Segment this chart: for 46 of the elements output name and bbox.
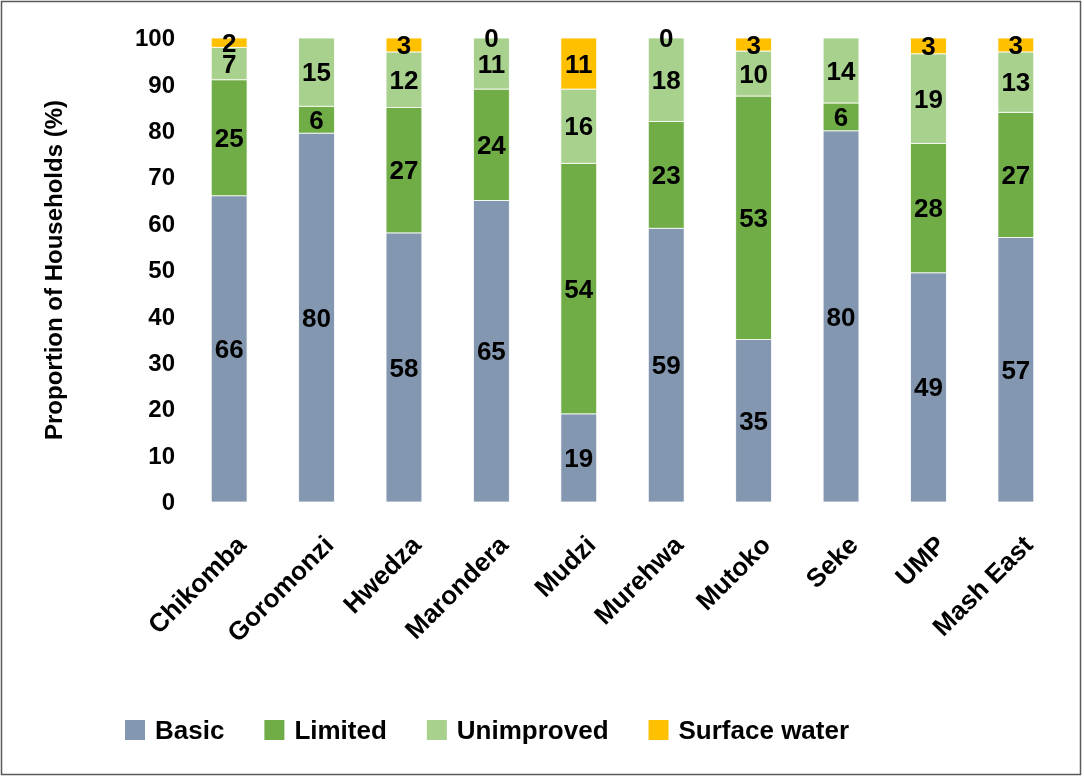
data-label: 6	[309, 104, 324, 135]
y-tick-label: 20	[148, 395, 175, 423]
data-label: 24	[476, 129, 507, 160]
y-tick-label: 40	[148, 302, 175, 330]
legend-label: Unimproved	[456, 715, 609, 746]
y-tick-label: 30	[148, 348, 175, 376]
data-label: 19	[564, 443, 594, 474]
data-label: 59	[651, 350, 681, 381]
data-label: 58	[389, 352, 419, 383]
data-label: 53	[739, 202, 769, 233]
y-tick-label: 70	[148, 163, 175, 191]
data-label: 14	[826, 55, 857, 86]
data-label: 25	[214, 122, 244, 153]
data-label: 57	[1001, 354, 1031, 385]
data-label: 65	[476, 336, 506, 367]
data-label: 10	[739, 58, 769, 89]
y-tick-label: 0	[161, 488, 175, 516]
y-tick-label: 10	[148, 441, 175, 469]
data-label: 28	[913, 193, 943, 224]
data-label: 12	[389, 64, 419, 95]
y-tick-label: 80	[148, 116, 175, 144]
data-label: 0	[658, 23, 674, 54]
data-label: 66	[214, 333, 244, 364]
data-label: 16	[564, 111, 594, 142]
legend-label: Basic	[155, 715, 225, 746]
y-tick-label: 50	[148, 256, 175, 284]
data-label: 27	[389, 155, 419, 186]
data-label: 19	[913, 83, 943, 114]
y-tick-label: 60	[148, 209, 175, 237]
data-label: 15	[302, 57, 332, 88]
data-label: 6	[833, 101, 849, 132]
y-tick-label: 100	[134, 24, 175, 52]
data-label: 80	[826, 301, 856, 332]
y-tick-label: 90	[148, 70, 175, 98]
data-label: 11	[565, 48, 593, 79]
y-axis-title: Proportion of Households (%)	[40, 100, 67, 440]
data-label: 27	[1001, 159, 1031, 190]
data-label: 49	[913, 372, 943, 403]
legend-label: Surface water	[678, 715, 850, 746]
data-label: 35	[739, 405, 769, 436]
data-label: 13	[1001, 67, 1031, 98]
legend-label: Limited	[294, 715, 387, 746]
data-label: 23	[651, 159, 681, 190]
data-label: 54	[564, 273, 594, 304]
data-label: 80	[302, 302, 332, 333]
data-label: 18	[651, 64, 681, 95]
